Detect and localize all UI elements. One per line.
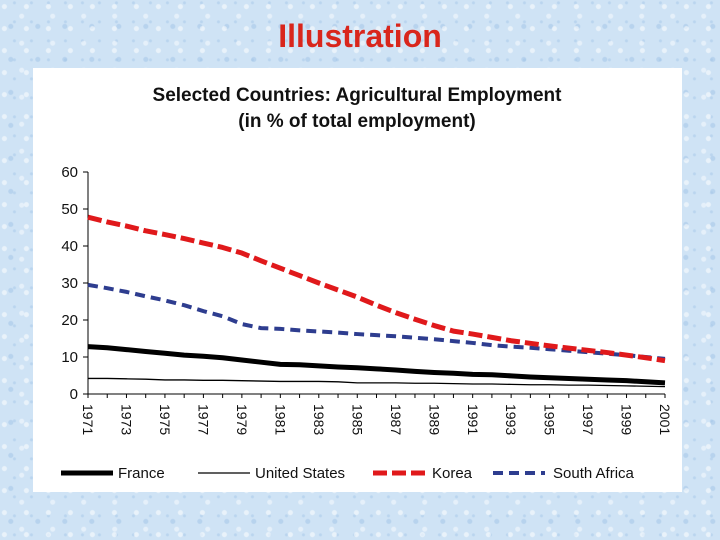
series-line-france (87, 344, 666, 386)
x-tick-label: 1995 (542, 404, 558, 435)
series-layer (87, 214, 666, 388)
chart-title: Selected Countries: Agricultural Employm… (153, 85, 563, 106)
x-tick-label: 1993 (503, 404, 519, 435)
chart-axes: 0 10 20 30 40 50 60 1971 1973 1975 1977 1979 1981 198… (61, 164, 673, 435)
series-line-south-africa (87, 282, 666, 361)
y-tick-label: 30 (61, 275, 78, 292)
x-tick-label: 1979 (234, 404, 250, 435)
x-tick-label: 1989 (426, 404, 442, 435)
x-tick-label: 1973 (119, 404, 135, 435)
slide-title: Illustration (278, 18, 442, 54)
x-tick-label: 1999 (619, 404, 635, 435)
x-tick-label: 1987 (388, 404, 404, 435)
series-line-united-states (88, 377, 666, 388)
y-tick-label: 60 (61, 164, 78, 181)
x-tick-label: 1975 (157, 404, 173, 435)
x-tick-label: 2001 (657, 404, 673, 435)
y-tick-label: 0 (70, 386, 78, 403)
legend-label-korea: Korea (432, 465, 473, 482)
series-line-korea (87, 214, 666, 364)
x-tick-label: 1981 (272, 404, 288, 435)
legend-label-south-africa: South Africa (553, 465, 635, 482)
chart-legend: France United States Korea South Africa (61, 465, 635, 482)
x-tick-label: 1977 (196, 404, 212, 435)
legend-label-france: France (118, 465, 165, 482)
x-tick-label: 1971 (80, 404, 96, 435)
x-tick-label: 1991 (465, 404, 481, 435)
legend-label-united-states: United States (255, 465, 345, 482)
y-tick-label: 10 (61, 349, 78, 366)
x-tick-label: 1997 (580, 404, 596, 435)
line-chart: Selected Countries: Agricultural Employm… (61, 85, 673, 482)
x-tick-label: 1983 (311, 404, 327, 435)
y-tick-label: 50 (61, 201, 78, 218)
chart-panel: Selected Countries: Agricultural Employm… (33, 68, 682, 492)
chart-subtitle: (in % of total employment) (238, 111, 476, 132)
y-tick-label: 40 (61, 238, 78, 255)
x-tick-label: 1985 (349, 404, 365, 435)
y-tick-label: 20 (61, 312, 78, 329)
